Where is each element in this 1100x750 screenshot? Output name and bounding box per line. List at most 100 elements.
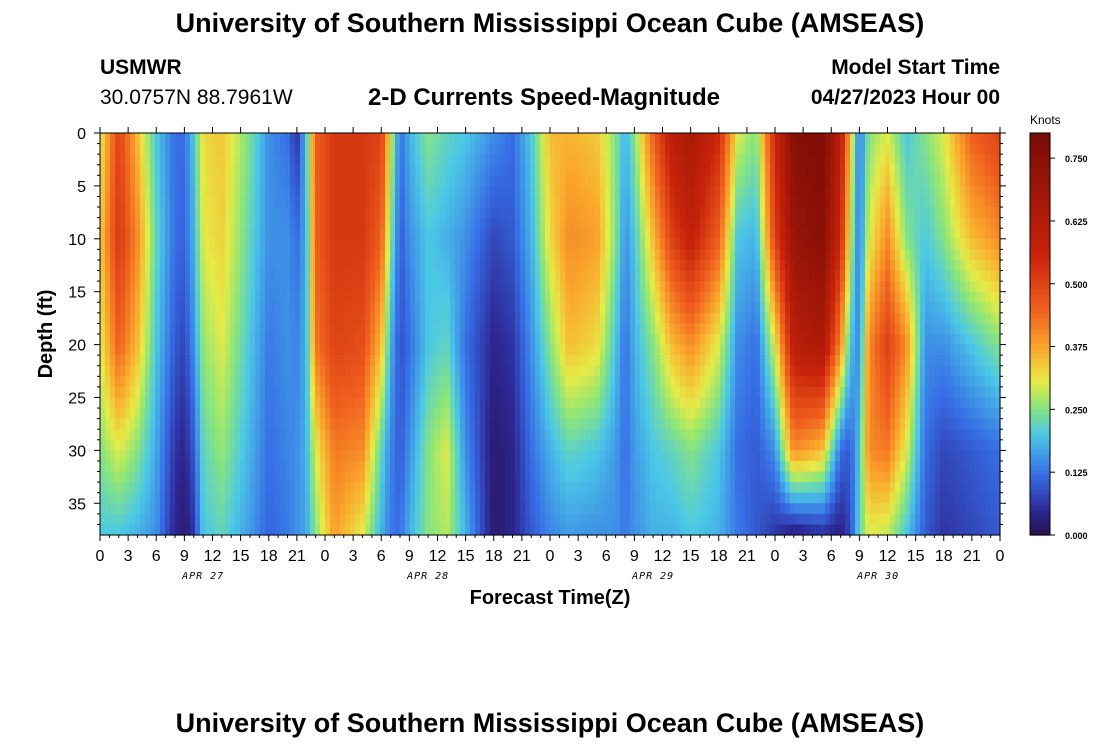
heatmap-cell	[575, 312, 581, 325]
heatmap-cell	[750, 281, 756, 293]
heatmap-cell	[125, 365, 131, 377]
heatmap-cell	[235, 185, 241, 198]
heatmap-cell	[805, 154, 811, 166]
heatmap-cell	[860, 259, 866, 272]
heatmap-cell	[140, 196, 146, 208]
heatmap-cell	[495, 175, 501, 187]
heatmap-cell	[530, 185, 536, 198]
heatmap-cell	[640, 323, 646, 335]
heatmap-cell	[165, 217, 171, 229]
heatmap-cell	[430, 185, 436, 198]
heatmap-cell	[895, 259, 901, 272]
heatmap-cell	[690, 323, 696, 335]
heatmap-cell	[835, 164, 841, 176]
heatmap-cell	[880, 408, 886, 420]
heatmap-cell	[430, 291, 436, 303]
heatmap-cell	[265, 196, 271, 208]
heatmap-cell	[150, 196, 156, 208]
heatmap-cell	[960, 249, 966, 261]
heatmap-cell	[255, 386, 261, 399]
heatmap-cell	[910, 355, 916, 367]
heatmap-cell	[975, 302, 981, 314]
heatmap-cell	[845, 238, 851, 250]
heatmap-cell	[275, 323, 281, 335]
heatmap-cell	[520, 365, 526, 377]
heatmap-cell	[405, 312, 411, 325]
heatmap-cell	[435, 291, 441, 303]
heatmap-cell	[395, 196, 401, 208]
heatmap-cell	[350, 365, 356, 377]
heatmap-cell	[130, 408, 136, 420]
heatmap-cell	[260, 249, 266, 261]
heatmap-cell	[610, 408, 616, 420]
heatmap-cell	[935, 259, 941, 272]
heatmap-cell	[410, 249, 416, 261]
heatmap-cell	[130, 249, 136, 261]
heatmap-cell	[280, 334, 286, 346]
heatmap-cell	[700, 249, 706, 261]
heatmap-cell	[900, 196, 906, 208]
heatmap-cell	[845, 185, 851, 198]
heatmap-cell	[920, 291, 926, 303]
heatmap-cell	[215, 238, 221, 250]
heatmap-cell	[210, 376, 216, 388]
heatmap-cell	[665, 228, 671, 240]
heatmap-cell	[400, 281, 406, 293]
heatmap-cell	[940, 259, 946, 272]
heatmap-cell	[475, 281, 481, 293]
heatmap-cell	[975, 228, 981, 240]
heatmap-cell	[160, 355, 166, 367]
heatmap-cell	[555, 185, 561, 198]
heatmap-cell	[295, 386, 301, 399]
heatmap-cell	[675, 323, 681, 335]
heatmap-cell	[830, 238, 836, 250]
heatmap-cell	[745, 228, 751, 240]
heatmap-cell	[575, 418, 581, 430]
heatmap-cell	[365, 281, 371, 293]
heatmap-cell	[500, 207, 506, 219]
heatmap-cell	[995, 312, 1001, 325]
heatmap-cell	[840, 164, 846, 176]
heatmap-cell	[455, 408, 461, 420]
heatmap-cell	[505, 133, 511, 145]
heatmap-cell	[195, 143, 201, 155]
heatmap-cell	[425, 365, 431, 377]
heatmap-cell	[110, 259, 116, 272]
heatmap-cell	[375, 323, 381, 335]
heatmap-cell	[935, 355, 941, 367]
heatmap-cell	[350, 164, 356, 176]
heatmap-cell	[580, 154, 586, 166]
heatmap-cell	[480, 323, 486, 335]
heatmap-cell	[730, 196, 736, 208]
heatmap-cell	[780, 312, 786, 325]
heatmap-cell	[750, 408, 756, 420]
heatmap-cell	[730, 418, 736, 430]
heatmap-cell	[105, 344, 111, 356]
heatmap-cell	[785, 302, 791, 314]
heatmap-cell	[675, 355, 681, 367]
heatmap-cell	[675, 376, 681, 388]
heatmap-cell	[275, 228, 281, 240]
heatmap-cell	[805, 217, 811, 229]
chart-subtitle: 2-D Currents Speed-Magnitude	[368, 84, 721, 111]
heatmap-cell	[355, 323, 361, 335]
heatmap-cell	[585, 365, 591, 377]
heatmap-cell	[625, 249, 631, 261]
heatmap-cell	[210, 154, 216, 166]
heatmap-cell	[930, 164, 936, 176]
heatmap-cell	[190, 418, 196, 430]
heatmap-cell	[590, 196, 596, 208]
heatmap-cell	[530, 281, 536, 293]
heatmap-cell	[745, 217, 751, 229]
heatmap-cell	[575, 344, 581, 356]
heatmap-cell	[840, 207, 846, 219]
heatmap-cell	[765, 355, 771, 367]
heatmap-cell	[830, 312, 836, 325]
heatmap-cell	[975, 196, 981, 208]
heatmap-cell	[820, 154, 826, 166]
heatmap-cell	[730, 154, 736, 166]
heatmap-cell	[405, 164, 411, 176]
heatmap-cell	[530, 154, 536, 166]
heatmap-cell	[365, 323, 371, 335]
heatmap-cell	[180, 133, 186, 145]
